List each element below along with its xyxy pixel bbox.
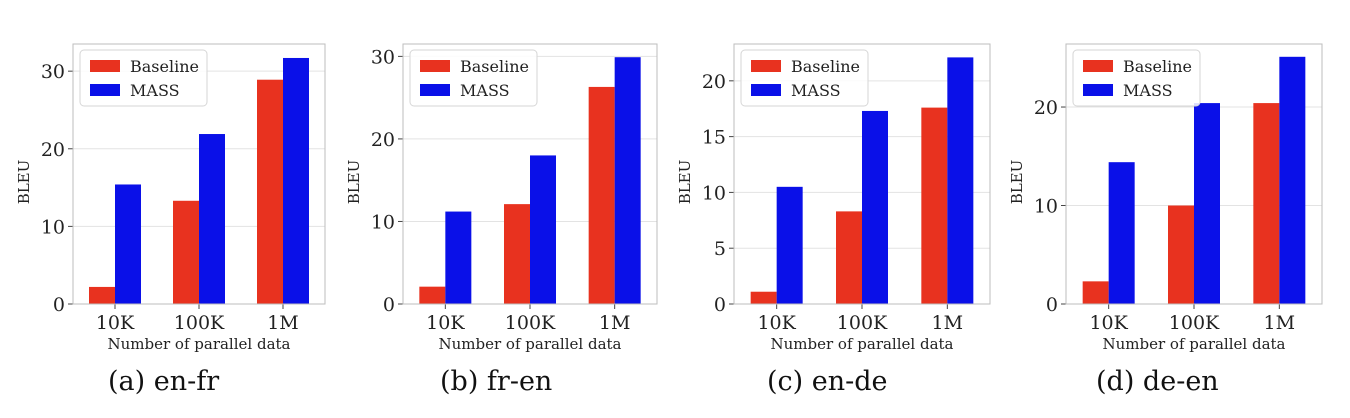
bar-mass-10k [1108, 162, 1135, 304]
bar-baseline-10k [1082, 281, 1109, 304]
panel-caption: (b) fr-en [440, 366, 552, 397]
bar-mass-100k [1194, 103, 1220, 304]
bar-baseline-10k [89, 286, 115, 304]
legend-label-mass: MASS [130, 81, 180, 100]
bar-baseline-1m [588, 86, 615, 305]
x-axis-label: Number of parallel data [771, 335, 954, 353]
bar-baseline-10k [750, 291, 777, 304]
x-axis-label: Number of parallel data [108, 335, 291, 353]
y-tick-label: 20 [1034, 97, 1058, 119]
x-tick-label: 100K [1169, 312, 1220, 334]
legend-label-baseline: Baseline [130, 57, 199, 76]
bar-mass-100k [530, 155, 556, 304]
plot-frame [402, 43, 658, 305]
x-tick-label: 10K [96, 312, 135, 334]
bar-mass-10k [115, 184, 141, 304]
bar-baseline-100k [836, 211, 862, 304]
legend-swatch-baseline [90, 60, 120, 72]
bar-mass-1m [614, 57, 641, 305]
x-axis-label: Number of parallel data [1103, 335, 1286, 353]
x-tick-label: 100K [837, 312, 888, 334]
y-tick-label: 20 [702, 71, 726, 93]
bar-mass-100k [862, 110, 888, 304]
y-axis-label: BLEU [676, 160, 694, 205]
panel-caption: (d) de-en [1096, 366, 1219, 397]
x-tick-label: 100K [505, 312, 556, 334]
bar-mass-1m [947, 57, 974, 304]
legend-swatch-mass [420, 84, 450, 96]
y-tick-label: 10 [1034, 196, 1058, 218]
y-tick-label: 5 [714, 238, 726, 260]
panel-caption: (a) en-fr [108, 366, 219, 397]
y-tick-label: 10 [371, 211, 395, 233]
bar-mass-1m [1279, 56, 1306, 304]
legend-label-mass: MASS [791, 81, 841, 100]
y-tick-label: 20 [41, 139, 65, 161]
plot-frame [72, 43, 326, 305]
legend-swatch-mass [1083, 84, 1113, 96]
legend-label-mass: MASS [1123, 81, 1173, 100]
panel-caption: (c) en-de [767, 366, 888, 397]
x-tick-label: 1M [1264, 312, 1296, 334]
legend-label-baseline: Baseline [460, 57, 529, 76]
x-tick-label: 1M [599, 312, 631, 334]
y-tick-label: 30 [371, 46, 395, 68]
bar-baseline-100k [1168, 205, 1194, 304]
legend-swatch-mass [751, 84, 781, 96]
y-tick-label: 0 [53, 294, 65, 316]
bar-mass-10k [445, 211, 472, 304]
y-tick-label: 0 [1046, 294, 1058, 316]
legend-swatch-mass [90, 84, 120, 96]
y-tick-label: 10 [702, 182, 726, 204]
legend-swatch-baseline [1083, 60, 1113, 72]
bar-mass-10k [776, 186, 803, 304]
y-tick-label: 0 [714, 294, 726, 316]
y-tick-label: 20 [371, 129, 395, 151]
x-tick-label: 10K [757, 312, 796, 334]
x-tick-label: 10K [1089, 312, 1128, 334]
y-axis-label: BLEU [1008, 160, 1026, 205]
x-axis-label: Number of parallel data [439, 335, 622, 353]
x-tick-label: 1M [267, 312, 299, 334]
legend-label-baseline: Baseline [791, 57, 860, 76]
y-tick-label: 10 [41, 216, 65, 238]
x-tick-label: 1M [932, 312, 964, 334]
bar-mass-1m [283, 57, 309, 304]
plot-frame [733, 43, 991, 305]
bar-mass-100k [199, 134, 225, 304]
legend-swatch-baseline [751, 60, 781, 72]
y-axis-label: BLEU [15, 160, 33, 205]
x-tick-label: 100K [174, 312, 225, 334]
y-tick-label: 0 [383, 294, 395, 316]
y-tick-label: 30 [41, 61, 65, 83]
legend-label-baseline: Baseline [1123, 57, 1192, 76]
legend-label-mass: MASS [460, 81, 510, 100]
legend-swatch-baseline [420, 60, 450, 72]
x-tick-label: 10K [426, 312, 465, 334]
bar-baseline-1m [1253, 103, 1280, 304]
y-axis-label: BLEU [345, 160, 363, 205]
bar-baseline-100k [173, 200, 199, 304]
bar-baseline-1m [921, 107, 948, 304]
bar-baseline-1m [257, 79, 283, 304]
plot-frame [1065, 43, 1323, 305]
y-tick-label: 15 [702, 127, 726, 149]
bar-baseline-100k [504, 204, 530, 304]
bar-baseline-10k [419, 286, 446, 304]
